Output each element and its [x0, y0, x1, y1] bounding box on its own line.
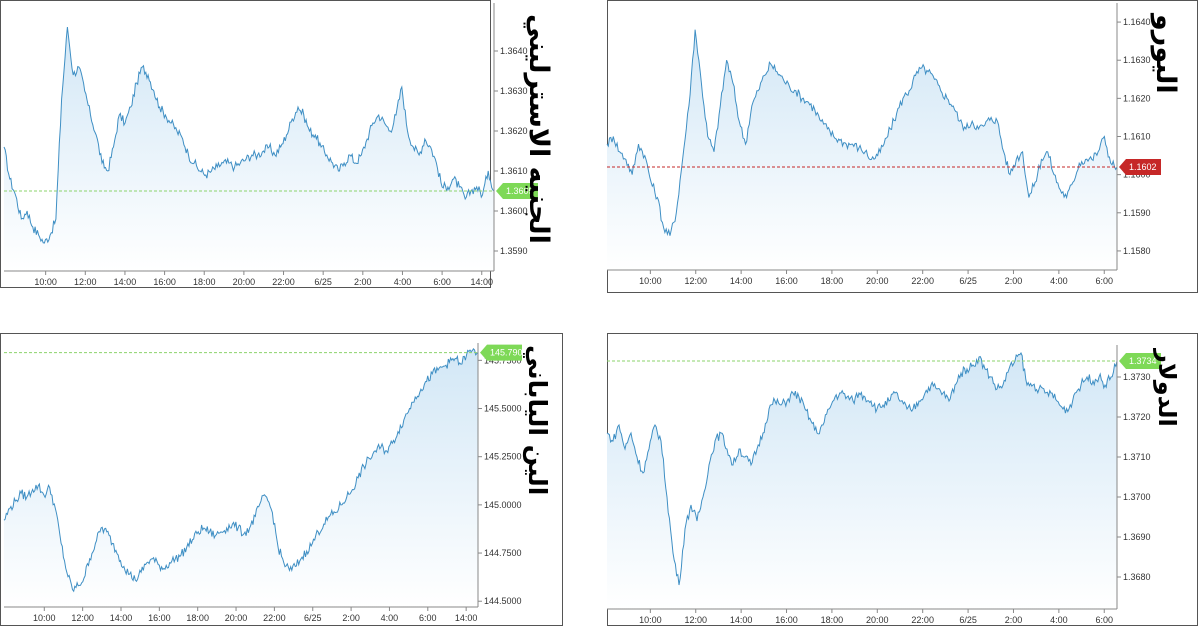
- last-value-label: 145.7900: [490, 348, 528, 358]
- series-area: [4, 27, 494, 271]
- last-value-label: 1.3734: [1129, 356, 1157, 366]
- x-tick-label: 12:00: [684, 276, 707, 286]
- x-tick-label: 6:00: [419, 613, 437, 623]
- chart-eur: 1.15801.15901.16001.16101.16201.16301.16…: [606, 0, 1198, 293]
- chart-title-gbp: الجنيه الاسترليني: [523, 14, 554, 244]
- x-tick-label: 6:00: [433, 277, 451, 287]
- x-tick-label: 6/25: [314, 277, 332, 287]
- x-tick-label: 22:00: [911, 276, 934, 286]
- x-tick-label: 4:00: [394, 277, 412, 287]
- x-tick-label: 4:00: [1050, 615, 1068, 625]
- x-tick-label: 6/25: [959, 276, 977, 286]
- chart-usd: 1.3680 1.3690 1.3700 1.3710 1.3720 1.3730 10:0…: [606, 333, 1198, 626]
- x-tick-label: 20:00: [866, 615, 889, 625]
- x-tick-label: 16:00: [775, 276, 798, 286]
- y-tick-label: 1.1610: [1123, 132, 1151, 142]
- series-area: [607, 353, 1117, 609]
- chart-panel-gbp: 1.3590 1.3600 1.3610 1.3620 1.3630 1.3640 10:0…: [0, 0, 560, 300]
- y-tick-label: 1.1630: [1123, 55, 1151, 65]
- x-tick-label: 2:00: [1005, 615, 1023, 625]
- x-tick-label: 16:00: [775, 615, 798, 625]
- x-tick-label: 14:00: [455, 613, 478, 623]
- y-tick-label: 1.3600: [500, 206, 528, 216]
- y-tick-label: 1.1620: [1123, 93, 1151, 103]
- y-tick-label: 145.0000: [484, 500, 522, 510]
- x-tick-label: 12:00: [71, 613, 94, 623]
- chart-title-jpy: الين الياباني: [523, 345, 552, 496]
- x-tick-label: 16:00: [153, 277, 176, 287]
- y-tick-label: 1.3620: [500, 126, 528, 136]
- y-tick-label: 144.5000: [484, 596, 522, 606]
- x-tick-label: 18:00: [186, 613, 209, 623]
- series-area: [4, 348, 478, 607]
- x-tick-label: 22:00: [263, 613, 286, 623]
- x-tick-label: 10:00: [639, 276, 662, 286]
- x-tick-label: 22:00: [911, 615, 934, 625]
- y-tick-label: 1.1590: [1123, 208, 1151, 218]
- series-line: [606, 29, 1118, 237]
- x-tick-label: 2:00: [354, 277, 372, 287]
- y-tick-label: 1.3690: [1123, 532, 1151, 542]
- y-tick-label: 1.3710: [1123, 452, 1151, 462]
- y-tick-label: 1.3720: [1123, 412, 1151, 422]
- x-tick-label: 10:00: [34, 277, 57, 287]
- x-tick-label: 6:00: [1095, 276, 1113, 286]
- y-tick-label: 145.2500: [484, 452, 522, 462]
- chart-title-eur: اليورو: [1150, 14, 1181, 94]
- x-tick-label: 4:00: [381, 613, 399, 623]
- x-tick-label: 14:00: [110, 613, 133, 623]
- x-tick-label: 18:00: [821, 276, 844, 286]
- y-tick-label: 1.3640: [500, 46, 528, 56]
- x-tick-label: 2:00: [1005, 276, 1023, 286]
- y-tick-label: 1.3610: [500, 166, 528, 176]
- last-value-label: 1.3605: [506, 186, 534, 196]
- last-value-badge: [480, 344, 522, 361]
- x-tick-label: 10:00: [639, 615, 662, 625]
- last-value-badge: [1119, 353, 1161, 369]
- chart-gbp: 1.3590 1.3600 1.3610 1.3620 1.3630 1.3640 10:0…: [0, 0, 538, 288]
- y-tick-label: 145.5000: [484, 404, 522, 414]
- series-line: [3, 26, 495, 244]
- x-tick-label: 20:00: [225, 613, 248, 623]
- y-tick-label: 144.7500: [484, 548, 522, 558]
- x-tick-label: 6:00: [1095, 615, 1113, 625]
- chart-panel-jpy: 144.5000 144.7500 145.0000 145.2500 145.5000…: [0, 333, 563, 627]
- y-tick-label: 1.3630: [500, 86, 528, 96]
- chart-title-usd: الدولار: [1153, 349, 1181, 427]
- y-tick-label: 1.3590: [500, 246, 528, 256]
- y-tick-label: 1.3680: [1123, 572, 1151, 582]
- x-tick-label: 6/25: [304, 613, 322, 623]
- chart-panel-usd: 1.3680 1.3690 1.3700 1.3710 1.3720 1.3730 10:0…: [606, 333, 1200, 627]
- x-tick-label: 2:00: [342, 613, 360, 623]
- x-tick-label: 14:00: [730, 615, 753, 625]
- x-tick-label: 18:00: [821, 615, 844, 625]
- x-tick-label: 10:00: [33, 613, 56, 623]
- x-tick-label: 6/25: [959, 615, 977, 625]
- last-value-badge: [496, 183, 538, 199]
- chart-panel-eur: 1.15801.15901.16001.16101.16201.16301.16…: [606, 0, 1200, 300]
- x-tick-label: 12:00: [74, 277, 97, 287]
- y-tick-label: 1.3730: [1123, 372, 1151, 382]
- y-tick-label: 1.1640: [1123, 17, 1151, 27]
- series-line: [606, 351, 1118, 586]
- y-tick-label: 1.3700: [1123, 492, 1151, 502]
- x-tick-label: 4:00: [1050, 276, 1068, 286]
- series-line: [3, 347, 479, 593]
- x-tick-label: 20:00: [866, 276, 889, 286]
- x-tick-label: 18:00: [193, 277, 216, 287]
- x-tick-label: 14:00: [730, 276, 753, 286]
- last-value-label: 1.1602: [1129, 162, 1157, 172]
- x-tick-label: 16:00: [148, 613, 171, 623]
- x-tick-label: 14:00: [470, 277, 493, 287]
- x-tick-label: 12:00: [684, 615, 707, 625]
- x-tick-label: 22:00: [272, 277, 295, 287]
- series-area: [607, 29, 1117, 271]
- y-tick-label: 1.1580: [1123, 246, 1151, 256]
- x-tick-label: 20:00: [233, 277, 256, 287]
- x-tick-label: 14:00: [114, 277, 137, 287]
- last-value-badge: [1119, 159, 1161, 176]
- chart-jpy: 144.5000 144.7500 145.0000 145.2500 145.5000…: [0, 333, 563, 626]
